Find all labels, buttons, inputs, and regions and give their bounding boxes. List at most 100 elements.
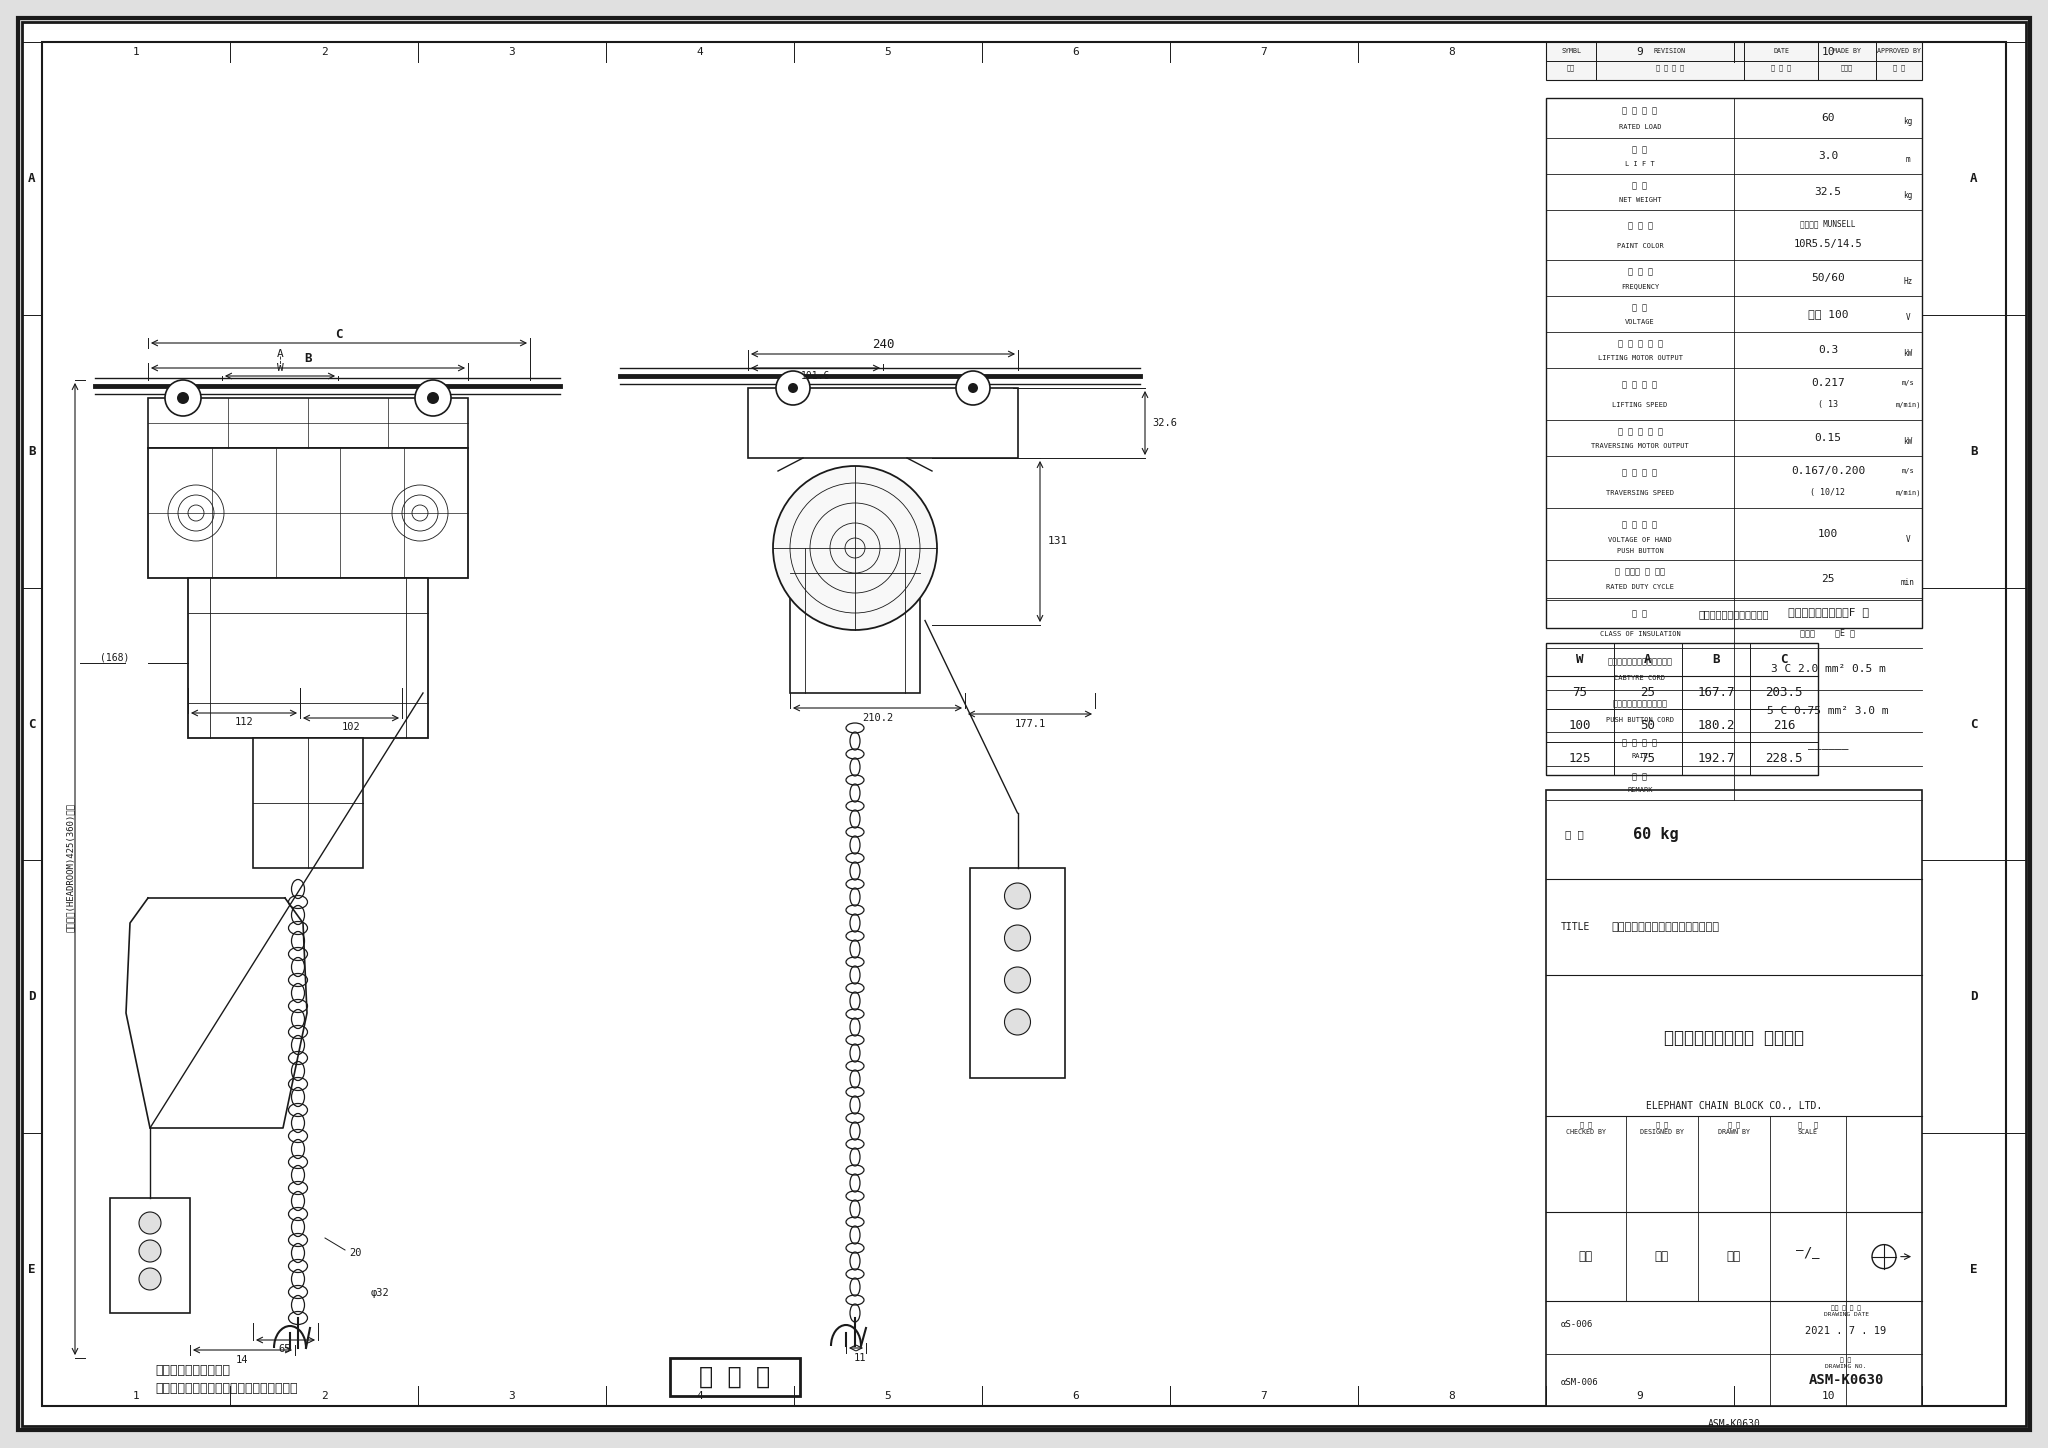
Text: 8: 8 xyxy=(1448,46,1456,56)
Text: 電 圧: 電 圧 xyxy=(1632,303,1647,311)
Text: 操 作 電 圧: 操 作 電 圧 xyxy=(1622,520,1657,529)
Text: NET WEIGHT: NET WEIGHT xyxy=(1618,197,1661,203)
Bar xyxy=(670,1358,801,1396)
Text: 2: 2 xyxy=(322,1392,328,1402)
Text: 10: 10 xyxy=(1821,46,1835,56)
Text: 揚 程: 揚 程 xyxy=(1632,145,1647,153)
Text: RAIL: RAIL xyxy=(1632,753,1649,760)
Text: SYMBL: SYMBL xyxy=(1561,48,1581,54)
Text: 11: 11 xyxy=(854,1352,866,1363)
Text: 32.5: 32.5 xyxy=(1815,187,1841,197)
Text: 10R5.5/14.5: 10R5.5/14.5 xyxy=(1794,239,1862,249)
Text: 25: 25 xyxy=(1821,573,1835,584)
Text: チェーンブロック：F 種: チェーンブロック：F 種 xyxy=(1788,607,1868,617)
Text: 0.15: 0.15 xyxy=(1815,433,1841,443)
Text: TRAVERSING MOTOR OUTPUT: TRAVERSING MOTOR OUTPUT xyxy=(1591,443,1690,449)
Text: 尺   度
SCALE: 尺 度 SCALE xyxy=(1798,1122,1819,1135)
Circle shape xyxy=(176,392,188,404)
Text: 216: 216 xyxy=(1774,720,1796,733)
Text: 単相 100: 単相 100 xyxy=(1808,308,1847,319)
Text: m/s: m/s xyxy=(1903,468,1915,473)
Text: ——————: —————— xyxy=(1808,744,1847,754)
Text: VOLTAGE: VOLTAGE xyxy=(1626,319,1655,324)
Text: 3.0: 3.0 xyxy=(1819,151,1839,161)
Text: 101.6: 101.6 xyxy=(801,371,829,381)
Text: 228.5: 228.5 xyxy=(1765,752,1802,765)
Text: 4: 4 xyxy=(696,46,702,56)
Text: 60 kg: 60 kg xyxy=(1632,827,1679,843)
Text: —: — xyxy=(1812,1253,1821,1266)
Circle shape xyxy=(1004,883,1030,909)
Text: 50: 50 xyxy=(1640,720,1655,733)
Text: 20: 20 xyxy=(348,1248,360,1258)
Circle shape xyxy=(788,384,799,392)
Text: （　）内は直結時寸法: （ ）内は直結時寸法 xyxy=(156,1364,229,1377)
Text: 備 考: 備 考 xyxy=(1632,772,1647,782)
Text: 5: 5 xyxy=(885,46,891,56)
Bar xyxy=(748,388,1018,458)
Text: ( 10/12: ( 10/12 xyxy=(1810,488,1845,497)
Text: TITLE: TITLE xyxy=(1561,922,1591,933)
Text: C: C xyxy=(1970,718,1978,730)
Text: REVISION: REVISION xyxy=(1655,48,1686,54)
Text: トロリ    ：E 種: トロリ ：E 種 xyxy=(1800,628,1855,637)
Circle shape xyxy=(166,379,201,416)
Text: 巻 上 速 度: 巻 上 速 度 xyxy=(1622,381,1657,390)
Text: kg: kg xyxy=(1903,191,1913,200)
Text: m/min): m/min) xyxy=(1894,489,1921,495)
Text: 203.5: 203.5 xyxy=(1765,686,1802,699)
Circle shape xyxy=(776,371,811,405)
Text: 塗 装 色: 塗 装 色 xyxy=(1628,222,1653,230)
Text: 符号: 符号 xyxy=(1567,65,1575,71)
Text: 32.6: 32.6 xyxy=(1153,418,1178,429)
Text: 100: 100 xyxy=(1569,720,1591,733)
Text: L I F T: L I F T xyxy=(1626,161,1655,167)
Text: 4: 4 xyxy=(696,1392,702,1402)
Text: Hz: Hz xyxy=(1903,277,1913,287)
Text: 橋本: 橋本 xyxy=(1655,1250,1669,1263)
Text: APPROVED BY: APPROVED BY xyxy=(1878,48,1921,54)
Text: V: V xyxy=(1907,534,1911,543)
Text: 定 格（巻 上 機）: 定 格（巻 上 機） xyxy=(1616,568,1665,576)
Text: ( 13: ( 13 xyxy=(1819,400,1837,408)
Text: 記入者: 記入者 xyxy=(1841,65,1853,71)
Bar xyxy=(254,738,362,867)
Text: 0.217: 0.217 xyxy=(1810,378,1845,388)
Text: 変 更 内 容: 変 更 内 容 xyxy=(1657,65,1683,71)
Text: 1: 1 xyxy=(133,46,139,56)
Text: αSM-006: αSM-006 xyxy=(1561,1378,1599,1387)
Text: 5 C 0.75 mm² 3.0 m: 5 C 0.75 mm² 3.0 m xyxy=(1767,707,1888,715)
Text: LIFTING MOTOR OUTPUT: LIFTING MOTOR OUTPUT xyxy=(1597,355,1683,361)
Circle shape xyxy=(139,1268,162,1290)
Circle shape xyxy=(956,371,989,405)
Text: 125: 125 xyxy=(1569,752,1591,765)
Text: 検 閲
CHECKED BY: 検 閲 CHECKED BY xyxy=(1567,1122,1606,1135)
Text: PAINT COLOR: PAINT COLOR xyxy=(1616,243,1663,249)
Text: φ32: φ32 xyxy=(371,1289,389,1297)
Text: 2: 2 xyxy=(322,46,328,56)
Text: 参 考 図: 参 考 図 xyxy=(698,1365,770,1389)
Text: 佐合: 佐合 xyxy=(1579,1250,1593,1263)
Text: 10: 10 xyxy=(1821,1392,1835,1402)
Text: LIFTING SPEED: LIFTING SPEED xyxy=(1612,403,1667,408)
Text: min: min xyxy=(1901,578,1915,588)
Text: 横 行 速 度: 横 行 速 度 xyxy=(1622,468,1657,478)
Circle shape xyxy=(1004,1009,1030,1035)
Text: ELEPHANT CHAIN BLOCK CO., LTD.: ELEPHANT CHAIN BLOCK CO., LTD. xyxy=(1647,1102,1823,1112)
Text: kW: kW xyxy=(1903,437,1913,446)
Text: αS-006: αS-006 xyxy=(1561,1321,1593,1329)
Text: 0.3: 0.3 xyxy=(1819,345,1839,355)
Text: A: A xyxy=(1970,172,1978,185)
Text: 0.167/0.200: 0.167/0.200 xyxy=(1790,466,1866,475)
Text: D: D xyxy=(1970,990,1978,1003)
Text: 8: 8 xyxy=(1448,1392,1456,1402)
Text: 7: 7 xyxy=(1262,1392,1268,1402)
Text: 年 月 日: 年 月 日 xyxy=(1772,65,1792,71)
Text: 75: 75 xyxy=(1573,686,1587,699)
Text: ASM-K0630: ASM-K0630 xyxy=(1808,1373,1884,1387)
Text: 自 重: 自 重 xyxy=(1632,181,1647,190)
Text: PUSH BUTTON: PUSH BUTTON xyxy=(1616,547,1663,553)
Text: 14: 14 xyxy=(236,1355,248,1365)
Text: 180.2: 180.2 xyxy=(1698,720,1735,733)
Text: マンセル MUNSELL: マンセル MUNSELL xyxy=(1800,220,1855,229)
